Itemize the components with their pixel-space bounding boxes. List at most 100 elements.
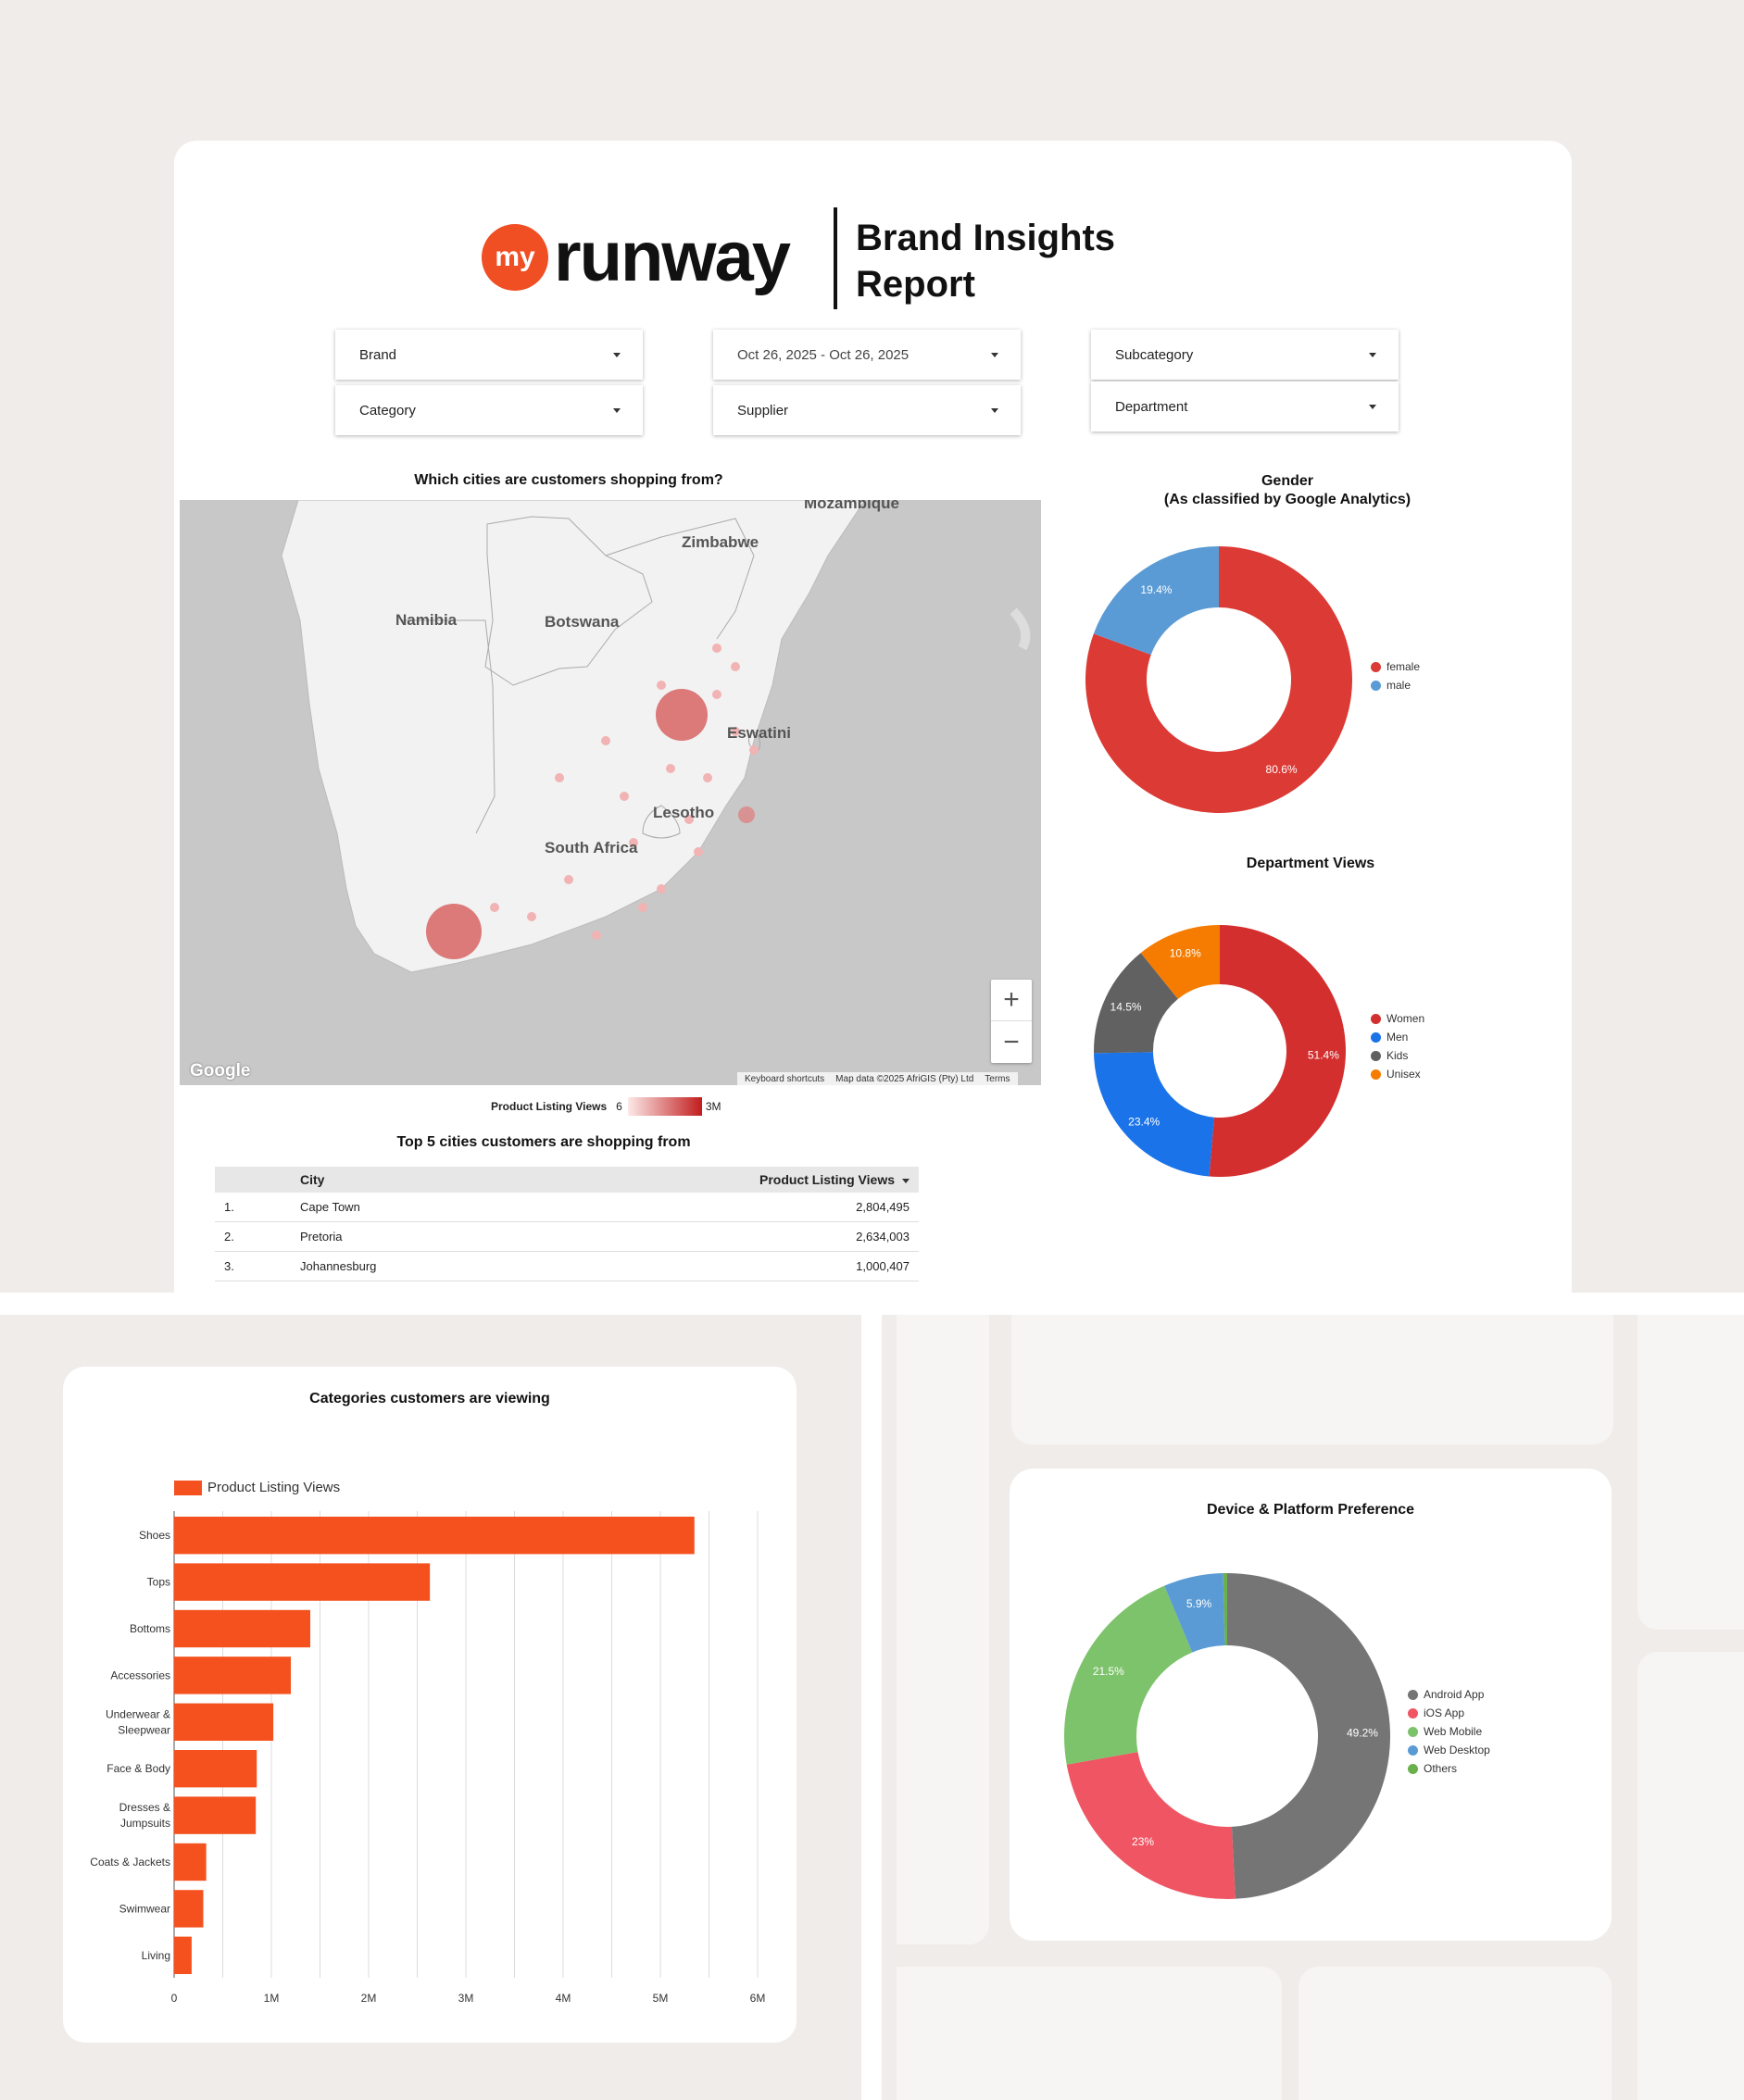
legend-item[interactable]: Unisex [1371,1065,1424,1083]
logo-wordmark: runway [554,218,791,296]
map-canvas [281,500,1031,973]
slice-men[interactable] [1094,1052,1214,1177]
legend-label: Unisex [1386,1068,1421,1081]
bar-coats-jackets[interactable] [174,1843,207,1881]
category-label: Accessories [110,1669,170,1681]
slice-unisex[interactable] [1140,925,1220,999]
slice-android-app[interactable] [1227,1573,1390,1899]
cities-table: City Product Listing Views 1. Cape Town … [215,1167,919,1281]
table-row[interactable]: 2. Pretoria 2,634,003 [215,1222,919,1252]
legend-item[interactable]: Web Mobile [1408,1722,1490,1741]
category-label: Tops [147,1576,170,1589]
legend-item[interactable]: Android App [1408,1685,1490,1704]
slice-label: 5.9% [1186,1597,1212,1610]
bar-tops[interactable] [174,1563,431,1601]
bar-underwear-sleepwear[interactable] [174,1703,274,1741]
row-index: 2. [224,1230,234,1244]
chevron-down-icon [1369,352,1376,357]
bar-living[interactable] [174,1936,192,1974]
zoom-in-button[interactable]: + [991,980,1032,1021]
slice-male[interactable] [1093,546,1219,656]
map-legend-label: Product Listing Views [491,1100,608,1113]
slice-others[interactable] [1223,1573,1227,1646]
brand-logo: my runway [482,218,791,296]
legend-item[interactable]: Men [1371,1028,1424,1046]
bar-dresses-jumpsuits[interactable] [174,1796,257,1834]
x-tick-label: 6M [750,1992,766,2005]
date-range-filter[interactable]: Oct 26, 2025 - Oct 26, 2025 [713,330,1021,380]
map-label-lesotho: Lesotho [653,804,715,821]
x-tick-label: 0 [171,1992,178,2005]
slice-ios-app[interactable] [1066,1752,1236,1899]
terms-link[interactable]: Terms [985,1073,1010,1084]
date-range-label: Oct 26, 2025 - Oct 26, 2025 [737,346,910,363]
legend-item[interactable]: male [1371,676,1420,694]
x-tick-label: 1M [264,1992,280,2005]
legend-item[interactable]: Others [1408,1759,1490,1778]
x-tick-label: 2M [361,1992,377,2005]
brand-filter[interactable]: Brand [335,330,643,380]
map-legend: Product Listing Views 6 3M [491,1097,721,1116]
supplier-filter[interactable]: Supplier [713,385,1021,435]
cities-table-title: Top 5 cities customers are shopping from [396,1134,691,1150]
gender-legend: female male [1371,657,1420,694]
legend-item[interactable]: female [1371,657,1420,676]
google-logo: Google [190,1061,251,1081]
row-index: 1. [224,1200,234,1214]
slice-women[interactable] [1209,925,1346,1177]
slice-web-desktop[interactable] [1164,1573,1225,1653]
map-label-eswatini: Eswatini [727,724,791,742]
map-label-zimbabwe: Zimbabwe [682,533,759,551]
x-tick-label: 4M [556,1992,571,2005]
legend-swatch [174,1480,202,1495]
slice-label: 23% [1132,1835,1154,1848]
legend-label: female [1386,660,1421,673]
slice-kids[interactable] [1094,953,1178,1054]
keyboard-shortcuts-link[interactable]: Keyboard shortcuts [745,1073,825,1084]
categories-chart-title: Categories customers are viewing [309,1391,550,1406]
city-map[interactable]: Mozambique Zimbabwe Namibia Botswana Esw… [180,500,1041,1085]
map-label-namibia: Namibia [395,611,458,629]
legend-item[interactable]: Women [1371,1009,1424,1028]
legend-item[interactable]: Web Desktop [1408,1741,1490,1759]
map-zoom-controls: + − [991,980,1032,1063]
report-title: Brand Insights Report [856,218,1116,305]
map-legend-min: 6 [616,1100,622,1113]
slice-label: 80.6% [1266,763,1298,776]
table-row[interactable]: 3. Johannesburg 1,000,407 [215,1252,919,1281]
chevron-down-icon [613,352,621,357]
background-card [897,1967,1282,2100]
category-label: Underwear & [106,1707,170,1720]
department-filter[interactable]: Department [1091,381,1399,431]
header-views[interactable]: Product Listing Views [678,1172,919,1187]
categories-bar-chart: 0 1M 2M 3M 4M 5M 6M Shoes Tops Bottoms Accessories… [90,1511,766,2005]
subcategory-filter[interactable]: Subcategory [1091,330,1399,380]
legend-item[interactable]: Kids [1371,1046,1424,1065]
legend-label: Women [1386,1012,1425,1025]
sort-desc-icon [902,1178,910,1183]
legend-item[interactable]: iOS App [1408,1704,1490,1722]
map-label-south-africa: South Africa [545,839,638,856]
table-row[interactable]: 1. Cape Town 2,804,495 [215,1193,919,1222]
legend-dot [1371,1069,1381,1080]
legend-label: Kids [1386,1049,1409,1062]
bar-accessories[interactable] [174,1656,291,1694]
background-card [1299,1967,1612,2100]
department-legend: Women Men Kids Unisex [1371,1009,1424,1083]
category-filter[interactable]: Category [335,385,643,435]
header-city[interactable]: City [300,1172,325,1187]
bar-swimwear[interactable] [174,1890,204,1928]
legend-dot [1408,1726,1418,1737]
bar-bottoms[interactable] [174,1609,310,1648]
row-city: Johannesburg [300,1259,377,1273]
zoom-out-button[interactable]: − [1003,1026,1020,1057]
panel-divider [0,1293,1744,1315]
category-filter-label: Category [359,402,416,419]
slice-label: 10.8% [1170,946,1201,959]
slice-web-mobile[interactable] [1064,1585,1193,1765]
category-label: Swimwear [119,1902,170,1915]
bar-shoes[interactable] [174,1517,695,1555]
legend-dot [1408,1689,1418,1700]
slice-female[interactable] [1085,546,1352,813]
bar-face-body[interactable] [174,1750,257,1788]
